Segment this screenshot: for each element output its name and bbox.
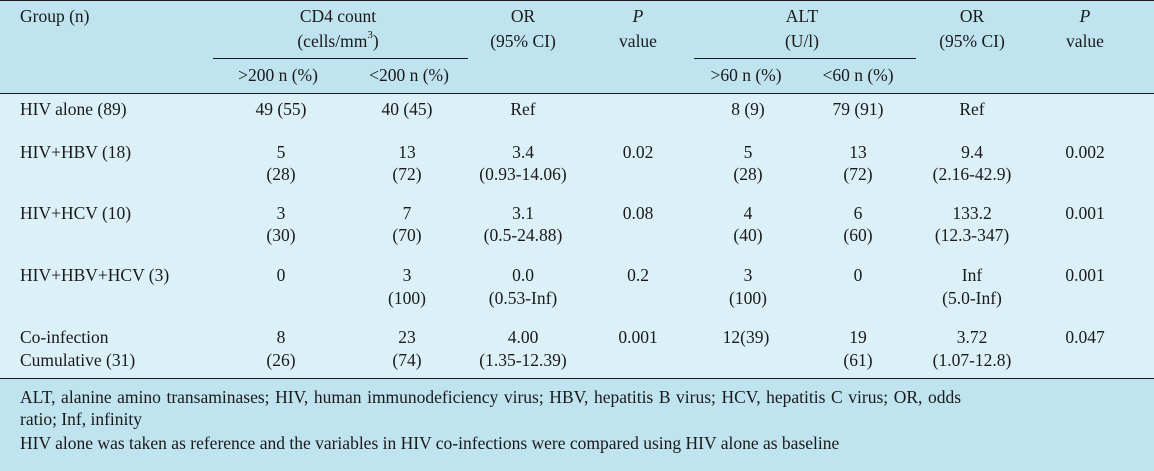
row-4-p2: 0.047 [1065, 327, 1105, 347]
row-3-p2: 0.001 [1065, 265, 1105, 285]
row-2-cd4-gt: 3 [276, 203, 286, 223]
row-1-cd4-lt: 13 [398, 142, 416, 162]
row-2-cd4-gt-pct: (30) [266, 225, 296, 245]
row-1-alt-gt: 5 [743, 142, 753, 162]
body-bottom-rule [0, 378, 1154, 379]
row-0-alt-gt: 8 (9) [731, 99, 765, 119]
row-1-or2: 9.4 [961, 142, 983, 162]
row-3-cd4-lt-pct: (100) [388, 288, 426, 308]
header-alt-title: ALT [785, 6, 819, 26]
row-1-or2-ci: (2.16-42.9) [932, 164, 1012, 184]
row-3-alt-gt: 3 [743, 265, 753, 285]
row-4-cd4-gt-pct: (26) [266, 350, 296, 370]
row-4-or1-ci: (1.35-12.39) [479, 350, 567, 370]
header-p2-line1: P [1079, 6, 1091, 26]
row-2-or2: 133.2 [952, 203, 992, 223]
row-2-alt-lt-pct: (60) [843, 225, 873, 245]
header-or1-line1: OR [510, 6, 536, 26]
header-bottom-rule [0, 93, 1154, 94]
row-1-or1: 3.4 [512, 142, 534, 162]
row-4-alt-gt: 12(39) [722, 327, 770, 347]
row-1-alt-gt-pct: (28) [733, 164, 763, 184]
header-or2-line2: (95% CI) [939, 31, 1005, 51]
row-3-p1: 0.2 [627, 265, 649, 285]
row-3-or1-ci: (0.53-Inf) [488, 288, 558, 308]
header-cd4-title: CD4 count [299, 6, 377, 26]
cd4-subheader-rule [213, 58, 468, 59]
row-3-alt-lt: 0 [853, 265, 863, 285]
row-2-alt-lt: 6 [853, 203, 863, 223]
row-1-p1: 0.02 [622, 142, 654, 162]
header-p2-line2: value [1066, 31, 1104, 51]
row-1-cd4-gt-pct: (28) [266, 164, 296, 184]
row-4-cd4-lt-pct: (74) [392, 350, 422, 370]
header-p1-line1: P [632, 6, 644, 26]
row-4-cd4-gt: 8 [276, 327, 286, 347]
row-1-p2: 0.002 [1065, 142, 1105, 162]
row-3-or2-ci: (5.0-Inf) [942, 288, 1002, 308]
row-0-cd4-lt: 40 (45) [381, 99, 433, 119]
row-3-group: HIV+HBV+HCV (3) [20, 265, 170, 285]
row-2-or1-ci: (0.5-24.88) [483, 225, 563, 245]
row-4-cd4-lt: 23 [398, 327, 416, 347]
row-2-p2: 0.001 [1065, 203, 1105, 223]
row-3-or1: 0.0 [512, 265, 534, 285]
row-2-alt-gt: 4 [743, 203, 753, 223]
footnote-line-3: HIV alone was taken as reference and the… [20, 433, 840, 453]
top-rule [0, 0, 1154, 1]
row-0-cd4-gt: 49 (55) [255, 99, 307, 119]
row-3-cd4-gt: 0 [276, 265, 286, 285]
row-4-or2: 3.72 [956, 327, 988, 347]
header-p1-line2: value [619, 31, 657, 51]
row-3-alt-gt-pct: (100) [729, 288, 767, 308]
header-alt-lt60: <60 n (%) [822, 65, 894, 85]
row-3-cd4-lt: 3 [402, 265, 412, 285]
header-band [0, 0, 1154, 93]
header-cd4-lt200: <200 n (%) [369, 65, 449, 85]
row-1-or1-ci: (0.93-14.06) [479, 164, 567, 184]
row-2-alt-gt-pct: (40) [733, 225, 763, 245]
header-or1-line2: (95% CI) [490, 31, 556, 51]
footnote-line-1: ALT, alanine amino transaminases; HIV, h… [20, 387, 962, 407]
row-4-group: Co-infection [20, 327, 109, 347]
row-2-cd4-lt-pct: (70) [392, 225, 422, 245]
row-1-cd4-gt: 5 [276, 142, 286, 162]
row-4-alt-lt: 19 [849, 327, 867, 347]
header-or2-line1: OR [959, 6, 985, 26]
row-2-or2-ci: (12.3-347) [934, 225, 1010, 245]
row-1-group: HIV+HBV (18) [20, 142, 132, 162]
row-2-or1: 3.1 [512, 203, 534, 223]
row-4-alt-lt-pct: (61) [843, 350, 873, 370]
row-1-alt-lt-pct: (72) [843, 164, 873, 184]
header-cd4-gt200: >200 n (%) [238, 65, 318, 85]
row-2-p1: 0.08 [622, 203, 654, 223]
footnote-line-2: ratio; Inf, infinity [20, 409, 142, 429]
footnote-band [0, 378, 1154, 471]
row-2-group: HIV+HCV (10) [20, 203, 132, 223]
row-0-or2: Ref [959, 99, 985, 119]
row-0-group: HIV alone (89) [20, 99, 127, 119]
row-1-alt-lt: 13 [849, 142, 867, 162]
row-0-alt-lt: 79 (91) [832, 99, 884, 119]
header-alt-gt60: >60 n (%) [710, 65, 782, 85]
row-0-or1: Ref [510, 99, 536, 119]
row-4-p1: 0.001 [618, 327, 658, 347]
row-4-or2-ci: (1.07-12.8) [932, 350, 1012, 370]
row-2-cd4-lt: 7 [402, 203, 412, 223]
header-cd4-unit: (cells/mm3) [297, 29, 379, 51]
header-alt-unit: (U/l) [784, 31, 820, 51]
row-3-or2: Inf [961, 265, 983, 285]
alt-subheader-rule [694, 58, 916, 59]
row-4-group-line2: Cumulative (31) [20, 350, 136, 370]
row-4-or1: 4.00 [507, 327, 539, 347]
header-group: Group (n) [20, 6, 90, 26]
row-1-cd4-lt-pct: (72) [392, 164, 422, 184]
